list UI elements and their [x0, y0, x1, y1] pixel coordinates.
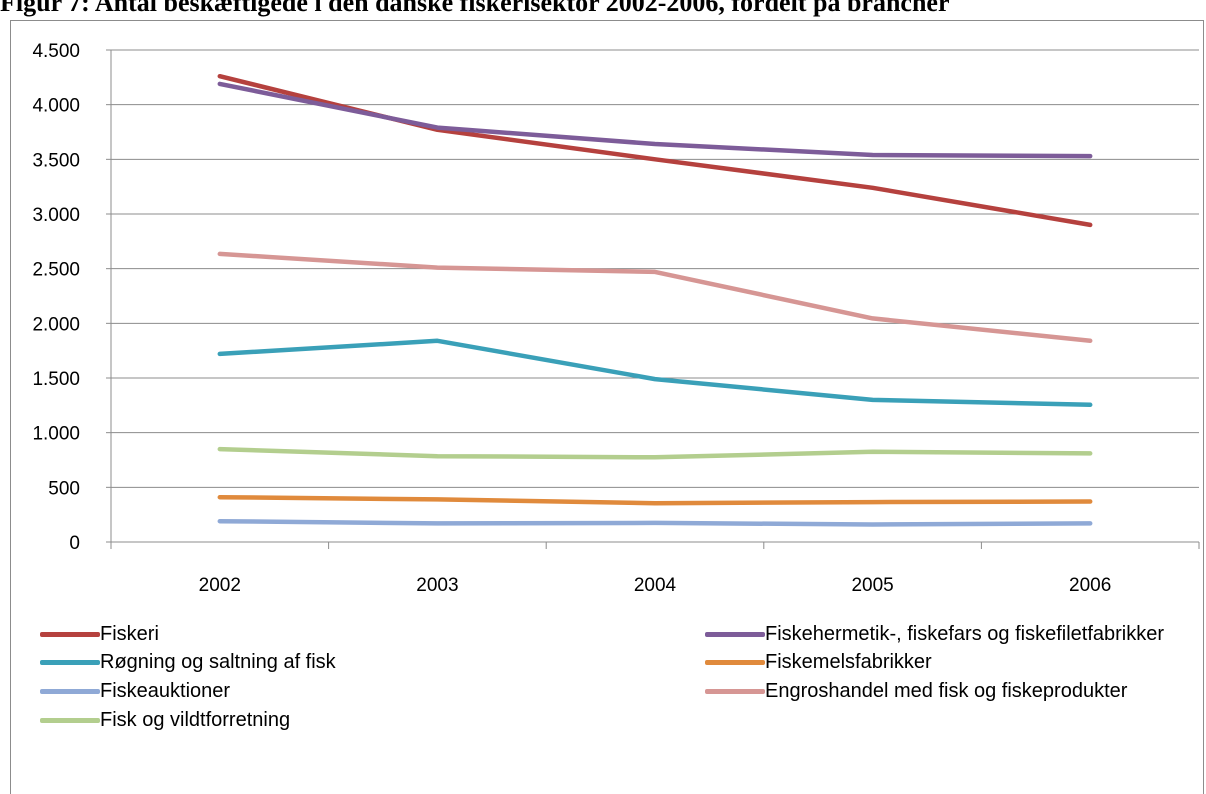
series-line-2: [217, 338, 1093, 408]
y-tick-label: 500: [48, 478, 80, 499]
chart-title: Figur 7: Antal beskæftigede i den danske…: [0, 0, 950, 17]
chart-frame: [10, 20, 1204, 794]
x-tick-label: 2006: [1069, 575, 1111, 596]
y-tick-label: 2.000: [32, 314, 80, 335]
x-tick-label: 2003: [416, 575, 458, 596]
x-tick-label: 2004: [634, 575, 677, 596]
y-tick-label: 4.000: [32, 96, 80, 117]
series-line-0: [217, 73, 1093, 228]
series-line-3: [217, 494, 1093, 506]
x-tick-label: 2002: [199, 575, 241, 596]
y-tick-label: 0: [69, 533, 80, 554]
series-line-1: [217, 81, 1093, 159]
y-tick-label: 1.000: [32, 424, 80, 445]
series-line-5: [217, 251, 1093, 344]
y-tick-label: 4.500: [32, 41, 80, 62]
y-tick-label: 2.500: [32, 260, 80, 281]
y-tick-label: 3.500: [32, 150, 80, 171]
y-tick-label: 3.000: [32, 205, 80, 226]
series-line-6: [217, 446, 1093, 460]
x-tick-label: 2005: [851, 575, 893, 596]
y-tick-label: 1.500: [32, 369, 80, 390]
